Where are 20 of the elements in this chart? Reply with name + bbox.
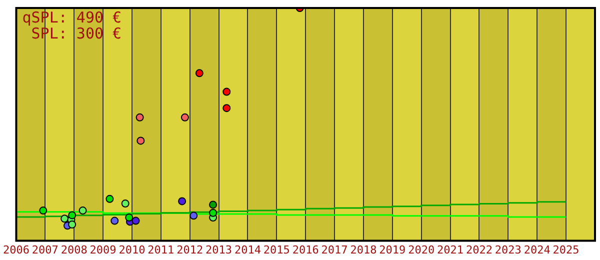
x-tick-label: 2006	[2, 243, 30, 256]
x-tick-label: 2017	[321, 243, 348, 256]
x-tick-label: 2010	[118, 243, 146, 256]
x-tick-label: 2016	[292, 243, 319, 256]
x-tick-label: 2022	[466, 243, 492, 256]
x-tick-label: 2013	[206, 243, 232, 256]
x-tick-label: 2023	[494, 243, 522, 256]
x-tick-label: 2014	[234, 243, 262, 256]
x-tick-label: 2012	[176, 243, 204, 256]
x-tick-label: 2020	[408, 243, 435, 256]
x-tick-label: 2008	[60, 243, 88, 256]
x-tick-label: 2018	[350, 243, 377, 256]
x-tick-label: 2015	[263, 243, 290, 256]
x-tick-label: 2009	[90, 243, 116, 256]
x-tick-label: 2011	[148, 243, 174, 256]
x-tick-label: 2025	[552, 243, 580, 256]
x-tick-label: 2019	[379, 243, 406, 256]
x-tick-label: 2024	[524, 243, 551, 256]
x-tick-label: 2021	[437, 243, 464, 256]
x-tick-label: 2007	[32, 243, 58, 256]
